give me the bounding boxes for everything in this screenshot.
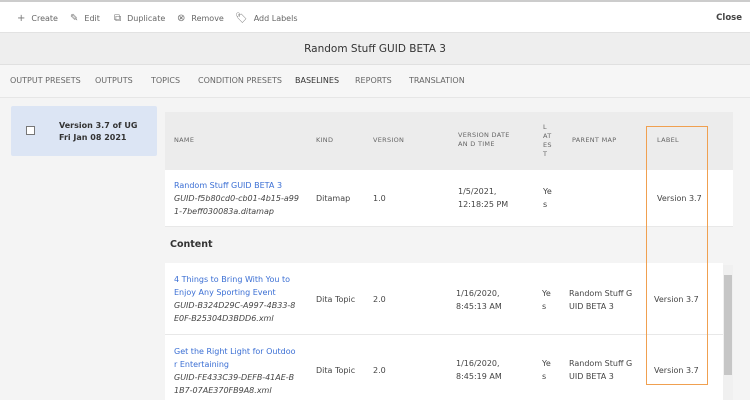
topic-guid: GUID-FE433C39-DEFB-41AE-B1B7-07AE370FB9A…	[174, 373, 295, 395]
col-name[interactable]: NAME	[174, 136, 195, 144]
create-button[interactable]: + Create	[17, 13, 58, 24]
baseline-checkbox[interactable]	[26, 126, 35, 135]
tag-icon: 🏷	[235, 13, 248, 24]
duplicate-icon: ⧉	[114, 13, 122, 24]
table-row: Random Stuff GUID BETA 3 GUID-f5b80cd0-c…	[165, 170, 733, 227]
label-column-highlight	[646, 126, 708, 385]
map-kind: Ditamap	[316, 194, 351, 203]
topic-title-link[interactable]: 4 Things to Bring With You to Enjoy Any …	[174, 275, 291, 297]
col-version[interactable]: VERSION	[373, 136, 405, 144]
table-row: Get the Right Light for Outdoor Entertai…	[165, 335, 723, 400]
col-latest[interactable]: L AT ES T	[543, 123, 552, 158]
col-parent-map[interactable]: PARENT MAP	[572, 136, 617, 144]
add-labels-button[interactable]: 🏷 Add Labels	[235, 13, 297, 24]
table-row: 4 Things to Bring With You to Enjoy Any …	[165, 263, 723, 335]
col-kind[interactable]: KIND	[316, 136, 334, 144]
baseline-label: Version 3.7 of UG Fri Jan 08 2021	[59, 121, 138, 142]
create-label: Create	[31, 14, 58, 23]
topic-label: Version 3.7	[654, 295, 699, 304]
topic-latest: Yes	[542, 289, 551, 311]
topic-title-link[interactable]: Get the Right Light for Outdoor Entertai…	[174, 347, 296, 369]
map-label: Version 3.7	[657, 194, 702, 203]
map-date: 1/5/2021, 12:18:25 PM	[458, 187, 509, 209]
edit-label: Edit	[84, 14, 100, 23]
tab-bar: OUTPUT PRESETS OUTPUTS TOPICS CONDITION …	[0, 65, 750, 98]
col-label[interactable]: LABEL	[657, 136, 679, 144]
edit-button[interactable]: ✎ Edit	[70, 13, 100, 24]
tab-output-presets[interactable]: OUTPUT PRESETS	[10, 76, 81, 85]
table-header: NAME KIND VERSION VERSION DATE AN D TIME…	[165, 112, 733, 170]
remove-button[interactable]: ⊗ Remove	[177, 13, 224, 24]
topic-version: 2.0	[373, 366, 386, 375]
col-date[interactable]: VERSION DATE AN D TIME	[458, 131, 510, 148]
topic-parent: Random Stuff GUID BETA 3	[569, 289, 633, 311]
map-title-link[interactable]: Random Stuff GUID BETA 3	[174, 181, 283, 190]
duplicate-label: Duplicate	[127, 14, 166, 23]
content-heading: Content	[170, 239, 213, 250]
page-title: Random Stuff GUID BETA 3	[0, 33, 750, 65]
tab-baselines[interactable]: BASELINES	[295, 76, 340, 85]
tab-condition-presets[interactable]: CONDITION PRESETS	[198, 76, 282, 85]
add-labels-label: Add Labels	[253, 14, 298, 23]
remove-icon: ⊗	[177, 13, 186, 24]
topic-label: Version 3.7	[654, 366, 699, 375]
remove-label: Remove	[191, 14, 224, 23]
topic-kind: Dita Topic	[316, 295, 356, 304]
plus-icon: +	[17, 13, 26, 24]
tab-reports[interactable]: REPORTS	[355, 76, 392, 85]
tab-topics[interactable]: TOPICS	[151, 76, 181, 85]
map-latest: Yes	[543, 187, 552, 209]
tab-translation[interactable]: TRANSLATION	[409, 76, 465, 85]
topic-date: 1/16/2020, 8:45:13 AM	[456, 289, 502, 311]
topic-guid: GUID-B324D29C-A997-4B33-8E0F-B25304D3BDD…	[174, 301, 296, 323]
map-guid: GUID-f5b80cd0-cb01-4b15-a991-7beff030083…	[174, 194, 299, 216]
topic-latest: Yes	[542, 359, 551, 381]
close-button[interactable]: Close	[716, 13, 742, 23]
topic-date: 1/16/2020, 8:45:19 AM	[456, 359, 502, 381]
baseline-card[interactable]: Version 3.7 of UG Fri Jan 08 2021	[11, 106, 157, 156]
scrollbar[interactable]	[723, 265, 733, 400]
map-version: 1.0	[373, 194, 386, 203]
topic-version: 2.0	[373, 295, 386, 304]
pencil-icon: ✎	[70, 13, 79, 24]
topic-kind: Dita Topic	[316, 366, 356, 375]
toolbar: + Create ✎ Edit ⧉ Duplicate ⊗ Remove 🏷 Add La…	[0, 0, 750, 33]
topic-parent: Random Stuff GUID BETA 3	[569, 359, 633, 381]
scrollbar-thumb[interactable]	[724, 275, 732, 375]
tab-outputs[interactable]: OUTPUTS	[95, 76, 133, 85]
duplicate-button[interactable]: ⧉ Duplicate	[114, 13, 165, 24]
